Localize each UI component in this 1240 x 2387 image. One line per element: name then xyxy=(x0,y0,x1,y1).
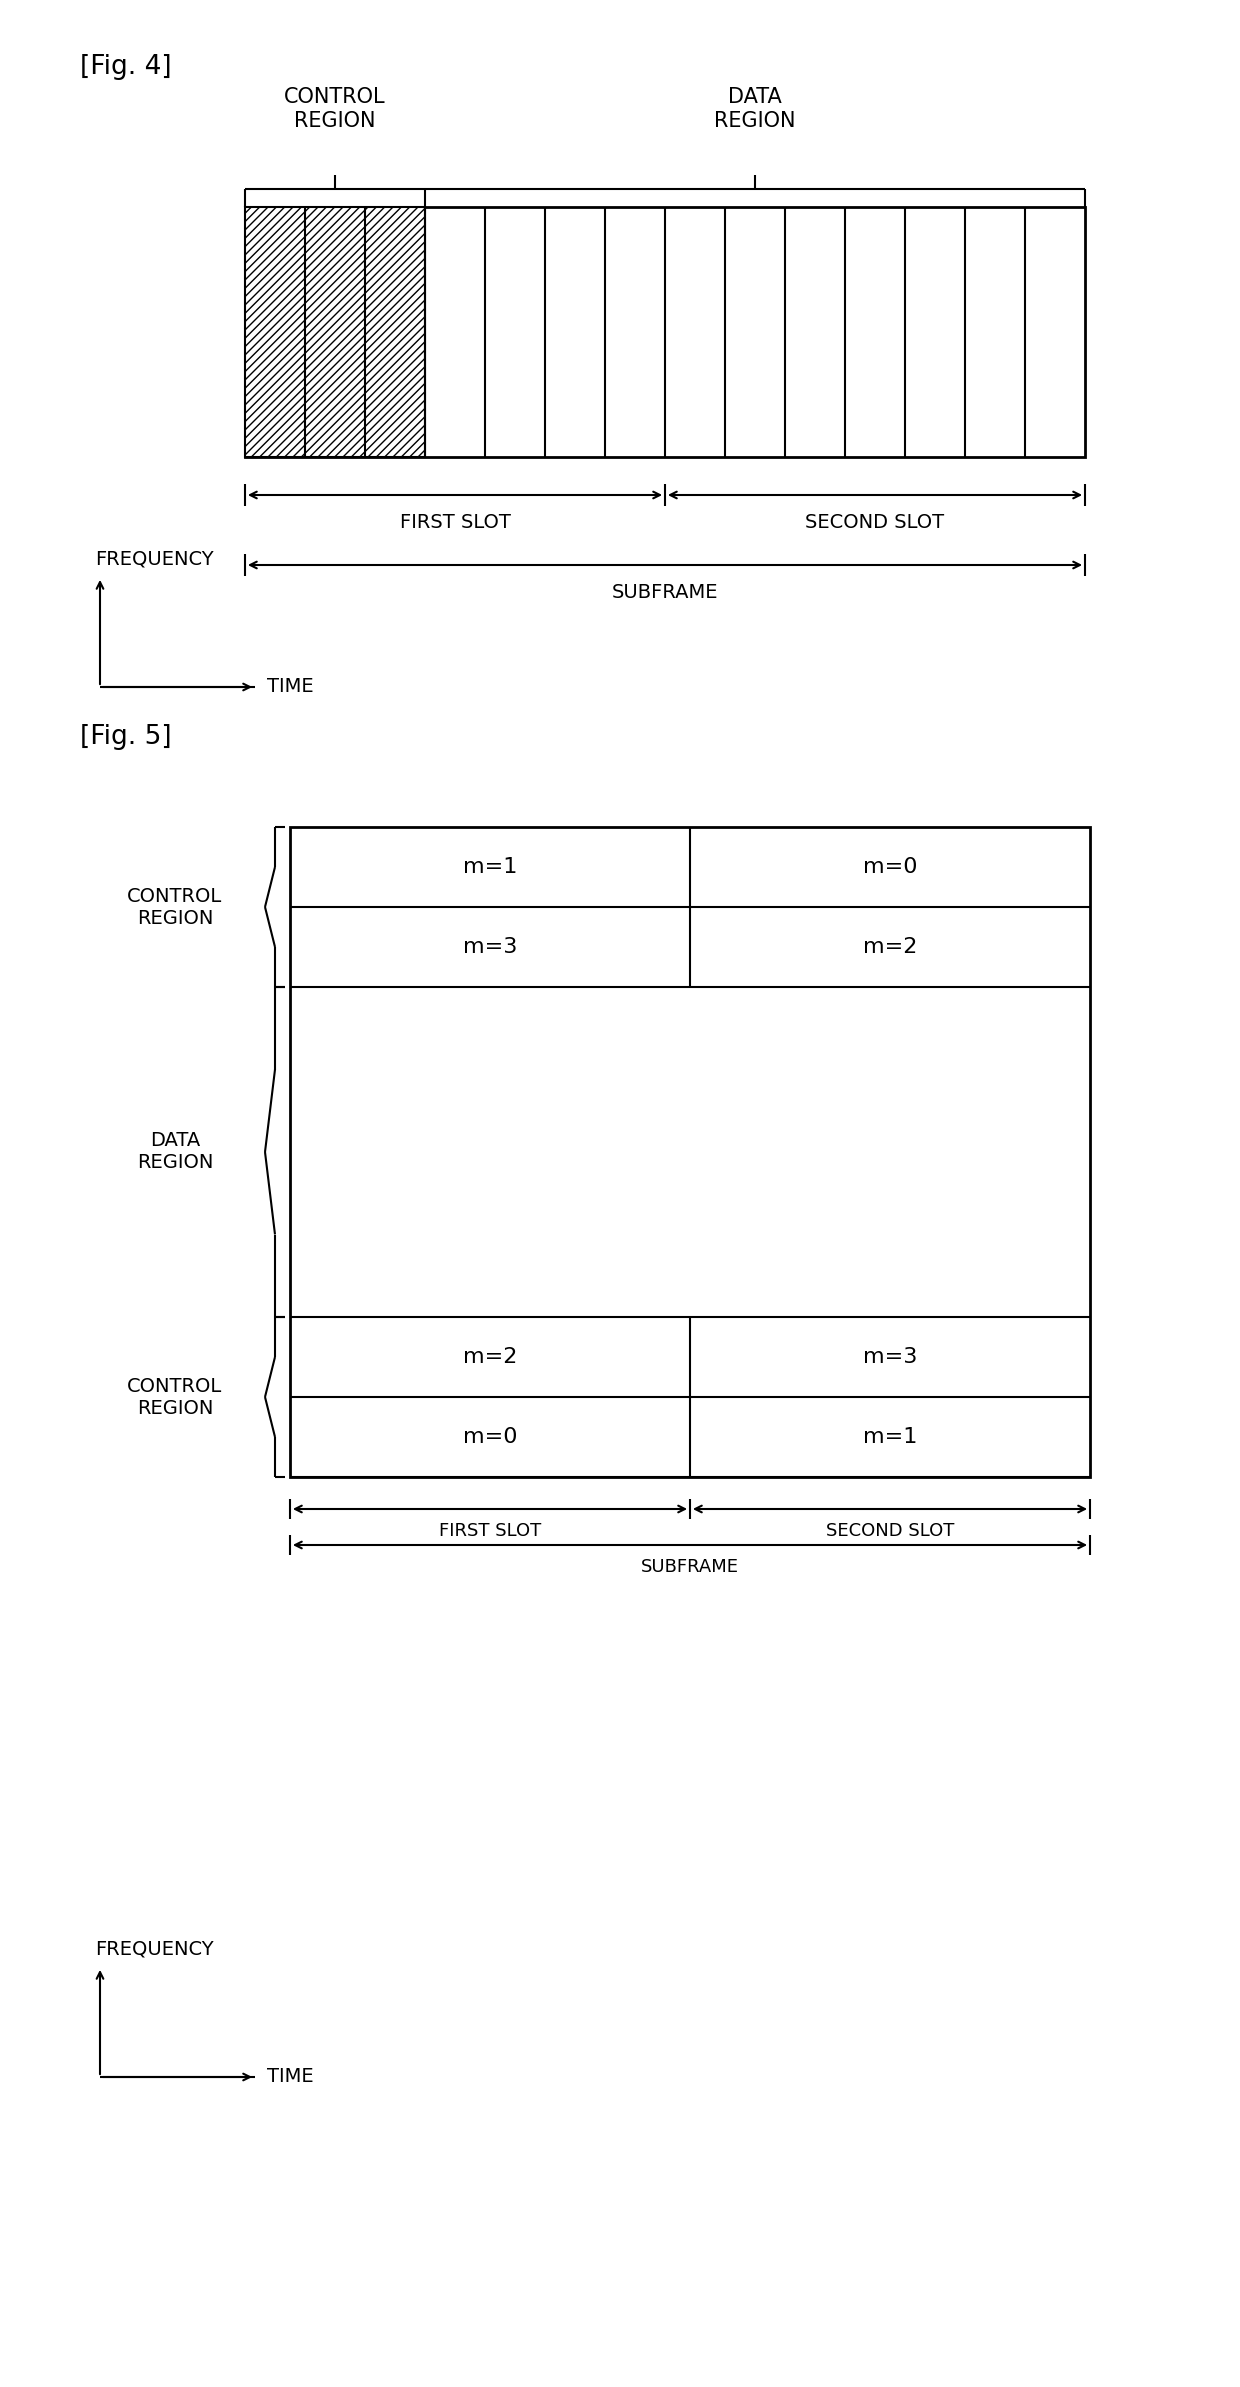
Bar xyxy=(290,826,1090,1478)
Text: m=2: m=2 xyxy=(863,938,918,957)
Text: m=1: m=1 xyxy=(863,1427,918,1447)
Text: DATA
REGION: DATA REGION xyxy=(714,88,796,131)
Text: CONTROL
REGION: CONTROL REGION xyxy=(284,88,386,131)
Text: [Fig. 5]: [Fig. 5] xyxy=(81,723,171,750)
Text: m=3: m=3 xyxy=(463,938,517,957)
Text: m=1: m=1 xyxy=(463,857,517,876)
Text: CONTROL
REGION: CONTROL REGION xyxy=(128,886,223,929)
Text: m=3: m=3 xyxy=(863,1346,918,1368)
Text: [Fig. 4]: [Fig. 4] xyxy=(81,55,171,81)
Text: CONTROL
REGION: CONTROL REGION xyxy=(128,1377,223,1418)
Text: m=2: m=2 xyxy=(463,1346,517,1368)
Text: FIRST SLOT: FIRST SLOT xyxy=(399,513,511,532)
Text: FREQUENCY: FREQUENCY xyxy=(95,549,213,568)
Text: SUBFRAME: SUBFRAME xyxy=(641,1559,739,1575)
Text: SECOND SLOT: SECOND SLOT xyxy=(826,1523,955,1540)
Text: m=0: m=0 xyxy=(463,1427,517,1447)
Text: TIME: TIME xyxy=(267,2067,314,2086)
Bar xyxy=(246,208,425,456)
Text: SUBFRAME: SUBFRAME xyxy=(611,582,718,602)
Text: FIRST SLOT: FIRST SLOT xyxy=(439,1523,541,1540)
Text: DATA
REGION: DATA REGION xyxy=(136,1131,213,1172)
Bar xyxy=(246,208,1085,456)
Text: SECOND SLOT: SECOND SLOT xyxy=(806,513,945,532)
Text: FREQUENCY: FREQUENCY xyxy=(95,1941,213,1957)
Text: m=0: m=0 xyxy=(863,857,918,876)
Text: TIME: TIME xyxy=(267,678,314,697)
